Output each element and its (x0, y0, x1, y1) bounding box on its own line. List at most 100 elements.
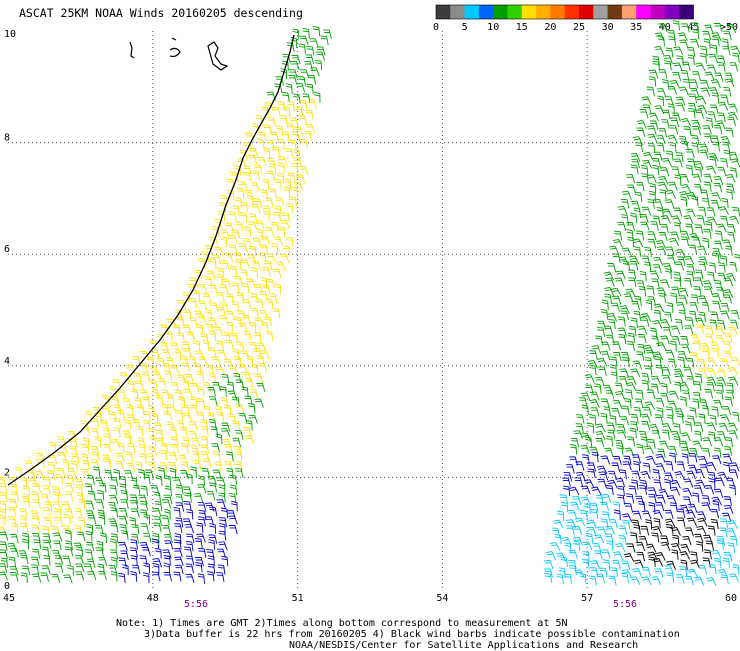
wind-barb (176, 485, 183, 495)
wind-barb (42, 547, 49, 557)
wind-barb (566, 465, 574, 474)
wind-barb (63, 575, 72, 584)
wind-barb (321, 36, 329, 45)
wind-barb (143, 573, 149, 583)
wind-barb (708, 526, 715, 536)
wind-barb (641, 318, 649, 327)
wind-barb (286, 84, 292, 94)
wind-barb (706, 541, 714, 550)
note-line-3: NOAA/NESDIS/Center for Satellite Applica… (289, 640, 638, 651)
wind-barb (720, 311, 729, 319)
wind-barb (119, 516, 128, 525)
wind-barb (0, 492, 7, 502)
wind-barb (703, 126, 712, 135)
wind-barb (32, 525, 40, 534)
wind-barb (625, 504, 633, 513)
wind-barb (254, 332, 261, 342)
wind-barb (200, 334, 208, 343)
wind-barb (269, 189, 276, 199)
wind-barb (272, 107, 280, 116)
wind-barb (118, 573, 125, 583)
wind-barb (642, 567, 650, 576)
wind-barb (0, 483, 7, 493)
wind-barb (635, 399, 643, 408)
wind-barb (711, 45, 717, 55)
wind-barb (299, 167, 308, 176)
wind-barb (240, 213, 247, 223)
wind-barb (618, 317, 625, 327)
wind-barb (674, 374, 683, 383)
wind-barb (691, 120, 700, 129)
wind-barb (227, 382, 234, 392)
wind-barb (592, 452, 599, 462)
wind-barb (647, 390, 655, 399)
wind-barb (714, 489, 723, 498)
wind-barb (728, 377, 738, 385)
wind-barb (692, 441, 702, 449)
wind-barb (209, 331, 215, 341)
wind-barb (639, 536, 648, 545)
wind-barb (705, 390, 713, 399)
colorbar-swatch (522, 5, 537, 19)
wind-barb (275, 179, 282, 189)
wind-barb (162, 404, 168, 414)
wind-barb (99, 515, 105, 525)
wind-barb (75, 572, 84, 581)
wind-barb (675, 175, 681, 185)
wind-barb (152, 508, 161, 517)
wind-barb (659, 441, 669, 449)
wind-barb (636, 542, 645, 551)
wind-barb (233, 373, 240, 383)
wind-barb (643, 152, 653, 160)
wind-barb (221, 423, 230, 432)
wind-barb (584, 504, 590, 514)
wind-barb (709, 54, 718, 63)
wind-barb (581, 446, 590, 455)
wind-barb (118, 542, 127, 551)
wind-barb (723, 341, 731, 350)
wind-barb (653, 265, 662, 274)
wind-barb (690, 560, 700, 568)
wind-barb (170, 427, 176, 437)
wind-barb (665, 510, 674, 519)
wind-barb (668, 37, 676, 46)
wind-barb (216, 341, 223, 351)
wind-barb (132, 524, 139, 534)
wind-barb (680, 560, 687, 570)
wind-barb (684, 479, 693, 487)
wind-barb (595, 424, 605, 432)
wind-barb (657, 143, 664, 152)
wind-barb (711, 520, 718, 530)
wind-barb (0, 527, 6, 536)
wind-barb (649, 113, 659, 121)
wind-barb (666, 151, 673, 161)
wind-barb (259, 363, 267, 372)
wind-barb (173, 572, 181, 581)
wind-barb (674, 436, 680, 446)
wind-barb (630, 261, 638, 270)
wind-barb (306, 46, 314, 55)
wind-barb (587, 463, 596, 472)
wind-barb (680, 552, 690, 560)
wind-barb (288, 140, 296, 149)
wind-barb (718, 102, 728, 110)
wind-barb (680, 337, 688, 346)
wind-barb (679, 296, 688, 305)
wind-barb (677, 462, 685, 471)
wind-barb (622, 520, 630, 529)
wind-barb (44, 555, 51, 565)
wind-barb (714, 125, 722, 134)
wind-barb (293, 94, 300, 104)
wind-barb (694, 577, 703, 585)
wind-barb (142, 547, 151, 556)
wind-barb (96, 500, 104, 509)
wind-barb (193, 451, 199, 461)
wind-barb (295, 107, 303, 116)
wind-barb (640, 271, 647, 281)
wind-barb (633, 511, 642, 520)
wind-barb (197, 485, 206, 494)
wind-barb (686, 165, 692, 175)
wind-barb (10, 573, 18, 582)
